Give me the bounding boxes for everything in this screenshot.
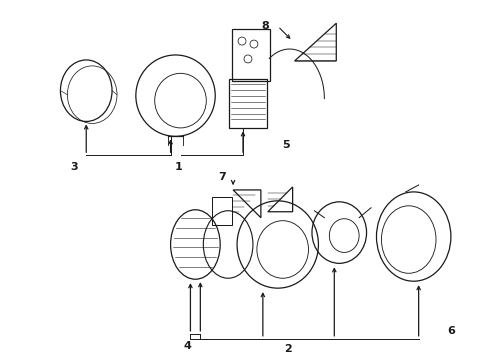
Text: 1: 1: [174, 162, 182, 172]
Text: 6: 6: [447, 326, 455, 336]
Text: 7: 7: [219, 172, 226, 182]
Text: 2: 2: [284, 344, 292, 354]
Text: 3: 3: [71, 162, 78, 172]
Text: 4: 4: [184, 341, 192, 351]
Text: 8: 8: [261, 21, 269, 31]
Text: 5: 5: [282, 140, 290, 150]
